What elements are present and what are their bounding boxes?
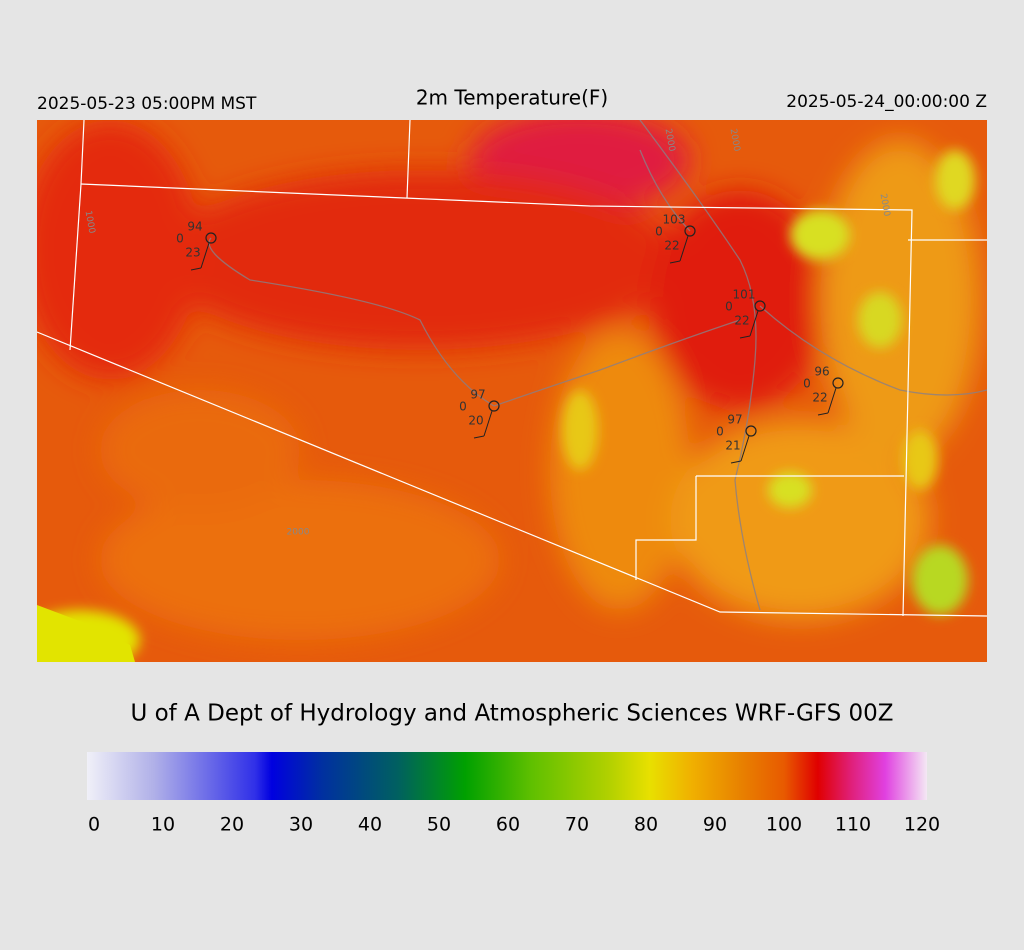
contour-label: 2000 <box>663 128 677 153</box>
station-marker <box>684 225 696 237</box>
contour-label: 2000 <box>878 193 892 218</box>
colorbar-tick-label: 60 <box>496 814 520 836</box>
station-value: 0 <box>459 400 467 414</box>
wind-barb-flag <box>669 260 681 264</box>
contour-label: 1000 <box>83 210 97 235</box>
station-temperature: 96 <box>814 365 829 379</box>
station-wind: 20 <box>468 414 483 428</box>
wind-barb-flag <box>473 435 485 439</box>
wind-barb <box>200 242 210 269</box>
wind-barb <box>827 387 837 414</box>
map <box>37 120 987 662</box>
wind-barb <box>679 235 689 262</box>
station-wind: 22 <box>734 314 749 328</box>
station-value: 0 <box>725 300 733 314</box>
station-value: 0 <box>716 425 724 439</box>
colorbar-tick-label: 120 <box>904 814 940 836</box>
station-marker <box>488 400 500 412</box>
wind-barb <box>749 310 759 337</box>
colorbar-tick-label: 110 <box>835 814 871 836</box>
station-temperature: 97 <box>727 413 742 427</box>
valid-time-local: 2025-05-23 05:00PM MST <box>37 94 257 114</box>
colorbar-tick-label: 80 <box>634 814 658 836</box>
station-marker <box>205 232 217 244</box>
station-temperature: 97 <box>470 388 485 402</box>
station-value: 0 <box>655 225 663 239</box>
colorbar-tick-label: 90 <box>703 814 727 836</box>
colorbar-tick-label: 40 <box>358 814 382 836</box>
station-marker <box>832 377 844 389</box>
wind-barb <box>740 435 750 462</box>
station-temperature: 94 <box>187 220 202 234</box>
station-wind: 23 <box>185 246 200 260</box>
contour-label: 2000 <box>728 128 742 153</box>
colorbar <box>87 752 927 800</box>
colorbar-tick-label: 100 <box>766 814 802 836</box>
colorbar-ticks: 0 10 20 30 40 50 60 70 80 90 100 110 120 <box>88 814 940 836</box>
colorbar-tick-label: 50 <box>427 814 451 836</box>
station-value: 0 <box>803 377 811 391</box>
station-wind: 22 <box>664 239 679 253</box>
station-value: 0 <box>176 232 184 246</box>
wind-barb-flag <box>817 412 829 416</box>
colorbar-tick-label: 70 <box>565 814 589 836</box>
colorbar-tick-label: 20 <box>220 814 244 836</box>
valid-time-utc: 2025-05-24_00:00:00 Z <box>786 92 987 112</box>
credit: U of A Dept of Hydrology and Atmospheric… <box>130 701 893 727</box>
wind-barb-flag <box>739 335 751 339</box>
wind-barb-flag <box>190 267 202 271</box>
station-temperature: 101 <box>733 288 756 302</box>
station-marker <box>754 300 766 312</box>
station-temperature: 103 <box>663 213 686 227</box>
wind-barb <box>483 410 493 437</box>
colorbar-tick-label: 10 <box>151 814 175 836</box>
station-wind: 22 <box>812 391 827 405</box>
wind-barb-flag <box>730 460 742 464</box>
colorbar-tick-label: 0 <box>88 814 100 836</box>
colorbar-tick-label: 30 <box>289 814 313 836</box>
station-marker <box>745 425 757 437</box>
contour-label: 2000 <box>287 528 310 538</box>
map-title: 2m Temperature(F) <box>416 86 608 110</box>
station-wind: 21 <box>725 439 740 453</box>
